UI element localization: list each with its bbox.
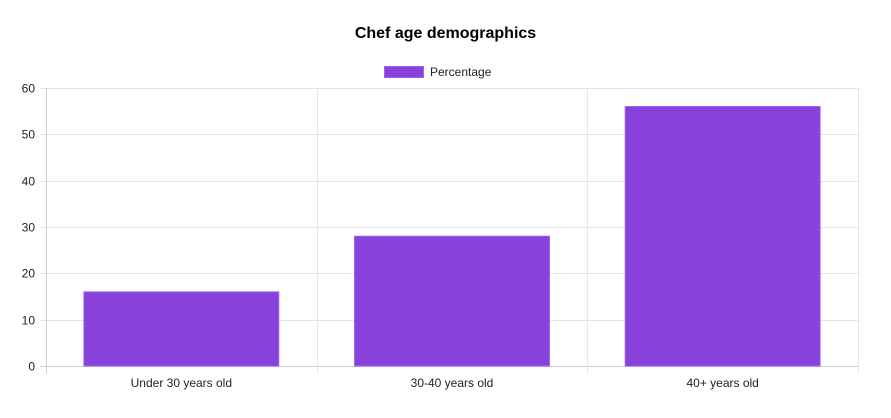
- y-tick-label: 40: [22, 175, 36, 189]
- bar: [354, 235, 550, 367]
- y-tick-label: 30: [22, 221, 36, 235]
- y-tick-label: 10: [22, 314, 36, 328]
- legend[interactable]: Percentage: [384, 64, 491, 80]
- legend-label: Percentage: [430, 65, 492, 79]
- axes: 0 10 20 30 40 50 60 Under 30 years old 30-40 yea…: [22, 82, 759, 391]
- x-tick-label: Under 30 years old: [131, 376, 232, 390]
- bar: [624, 106, 821, 367]
- x-tick-label: 30-40 years old: [411, 376, 494, 390]
- y-tick-label: 50: [22, 128, 36, 142]
- legend-swatch: [384, 66, 424, 78]
- y-tick-label: 0: [28, 360, 35, 374]
- bars: [83, 106, 821, 367]
- x-tick-label: 40+ years old: [686, 376, 758, 390]
- bar: [83, 291, 280, 367]
- y-tick-label: 60: [22, 82, 36, 96]
- y-tick-label: 20: [22, 267, 36, 281]
- chart-title: Chef age demographics: [354, 25, 537, 42]
